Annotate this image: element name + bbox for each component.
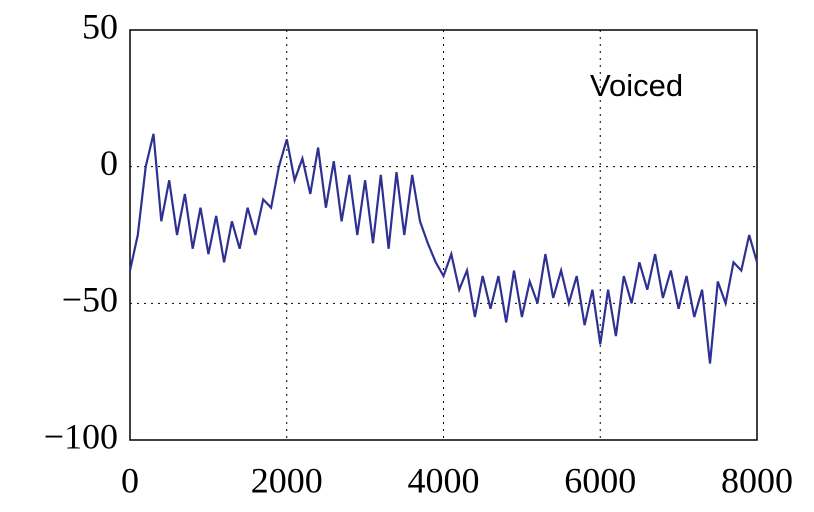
annotation: Voiced xyxy=(590,68,683,103)
x-tick-label: 4000 xyxy=(408,460,480,500)
x-tick-label: 8000 xyxy=(721,460,793,500)
x-tick-label: 6000 xyxy=(564,460,636,500)
y-tick-label: −100 xyxy=(44,416,118,456)
y-tick-label: 0 xyxy=(100,143,118,183)
x-tick-label: 2000 xyxy=(251,460,323,500)
spectrum-line xyxy=(128,133,759,364)
y-tick-label: 50 xyxy=(82,6,118,46)
y-tick-label: −50 xyxy=(62,280,118,320)
x-tick-label: 0 xyxy=(121,460,139,500)
